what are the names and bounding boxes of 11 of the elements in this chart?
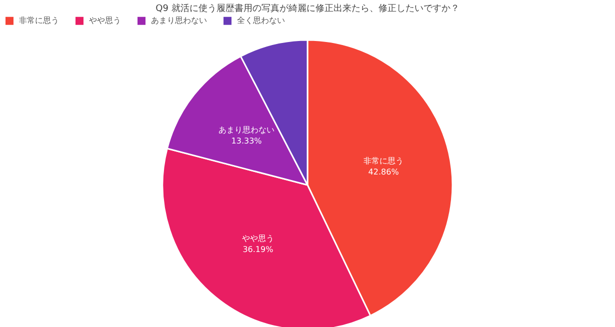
- data-label: 13.33%: [231, 136, 262, 146]
- chart-title: Q9 就活に使う履歴書用の写真が綺麗に修正出来たら、修正したいですか？: [156, 3, 460, 14]
- data-label: 42.86%: [368, 168, 400, 177]
- legend-label: あまり思わない: [151, 16, 207, 25]
- legend-label: 非常に思う: [19, 16, 59, 25]
- slice-label: やや思う: [242, 234, 274, 244]
- slice-label: あまり思わない: [218, 125, 275, 134]
- data-label: 36.19%: [242, 245, 274, 254]
- slice-label: 非常に思う: [364, 156, 404, 166]
- legend-label: 全く思わない: [237, 16, 285, 25]
- legend-label: やや思う: [89, 16, 121, 25]
